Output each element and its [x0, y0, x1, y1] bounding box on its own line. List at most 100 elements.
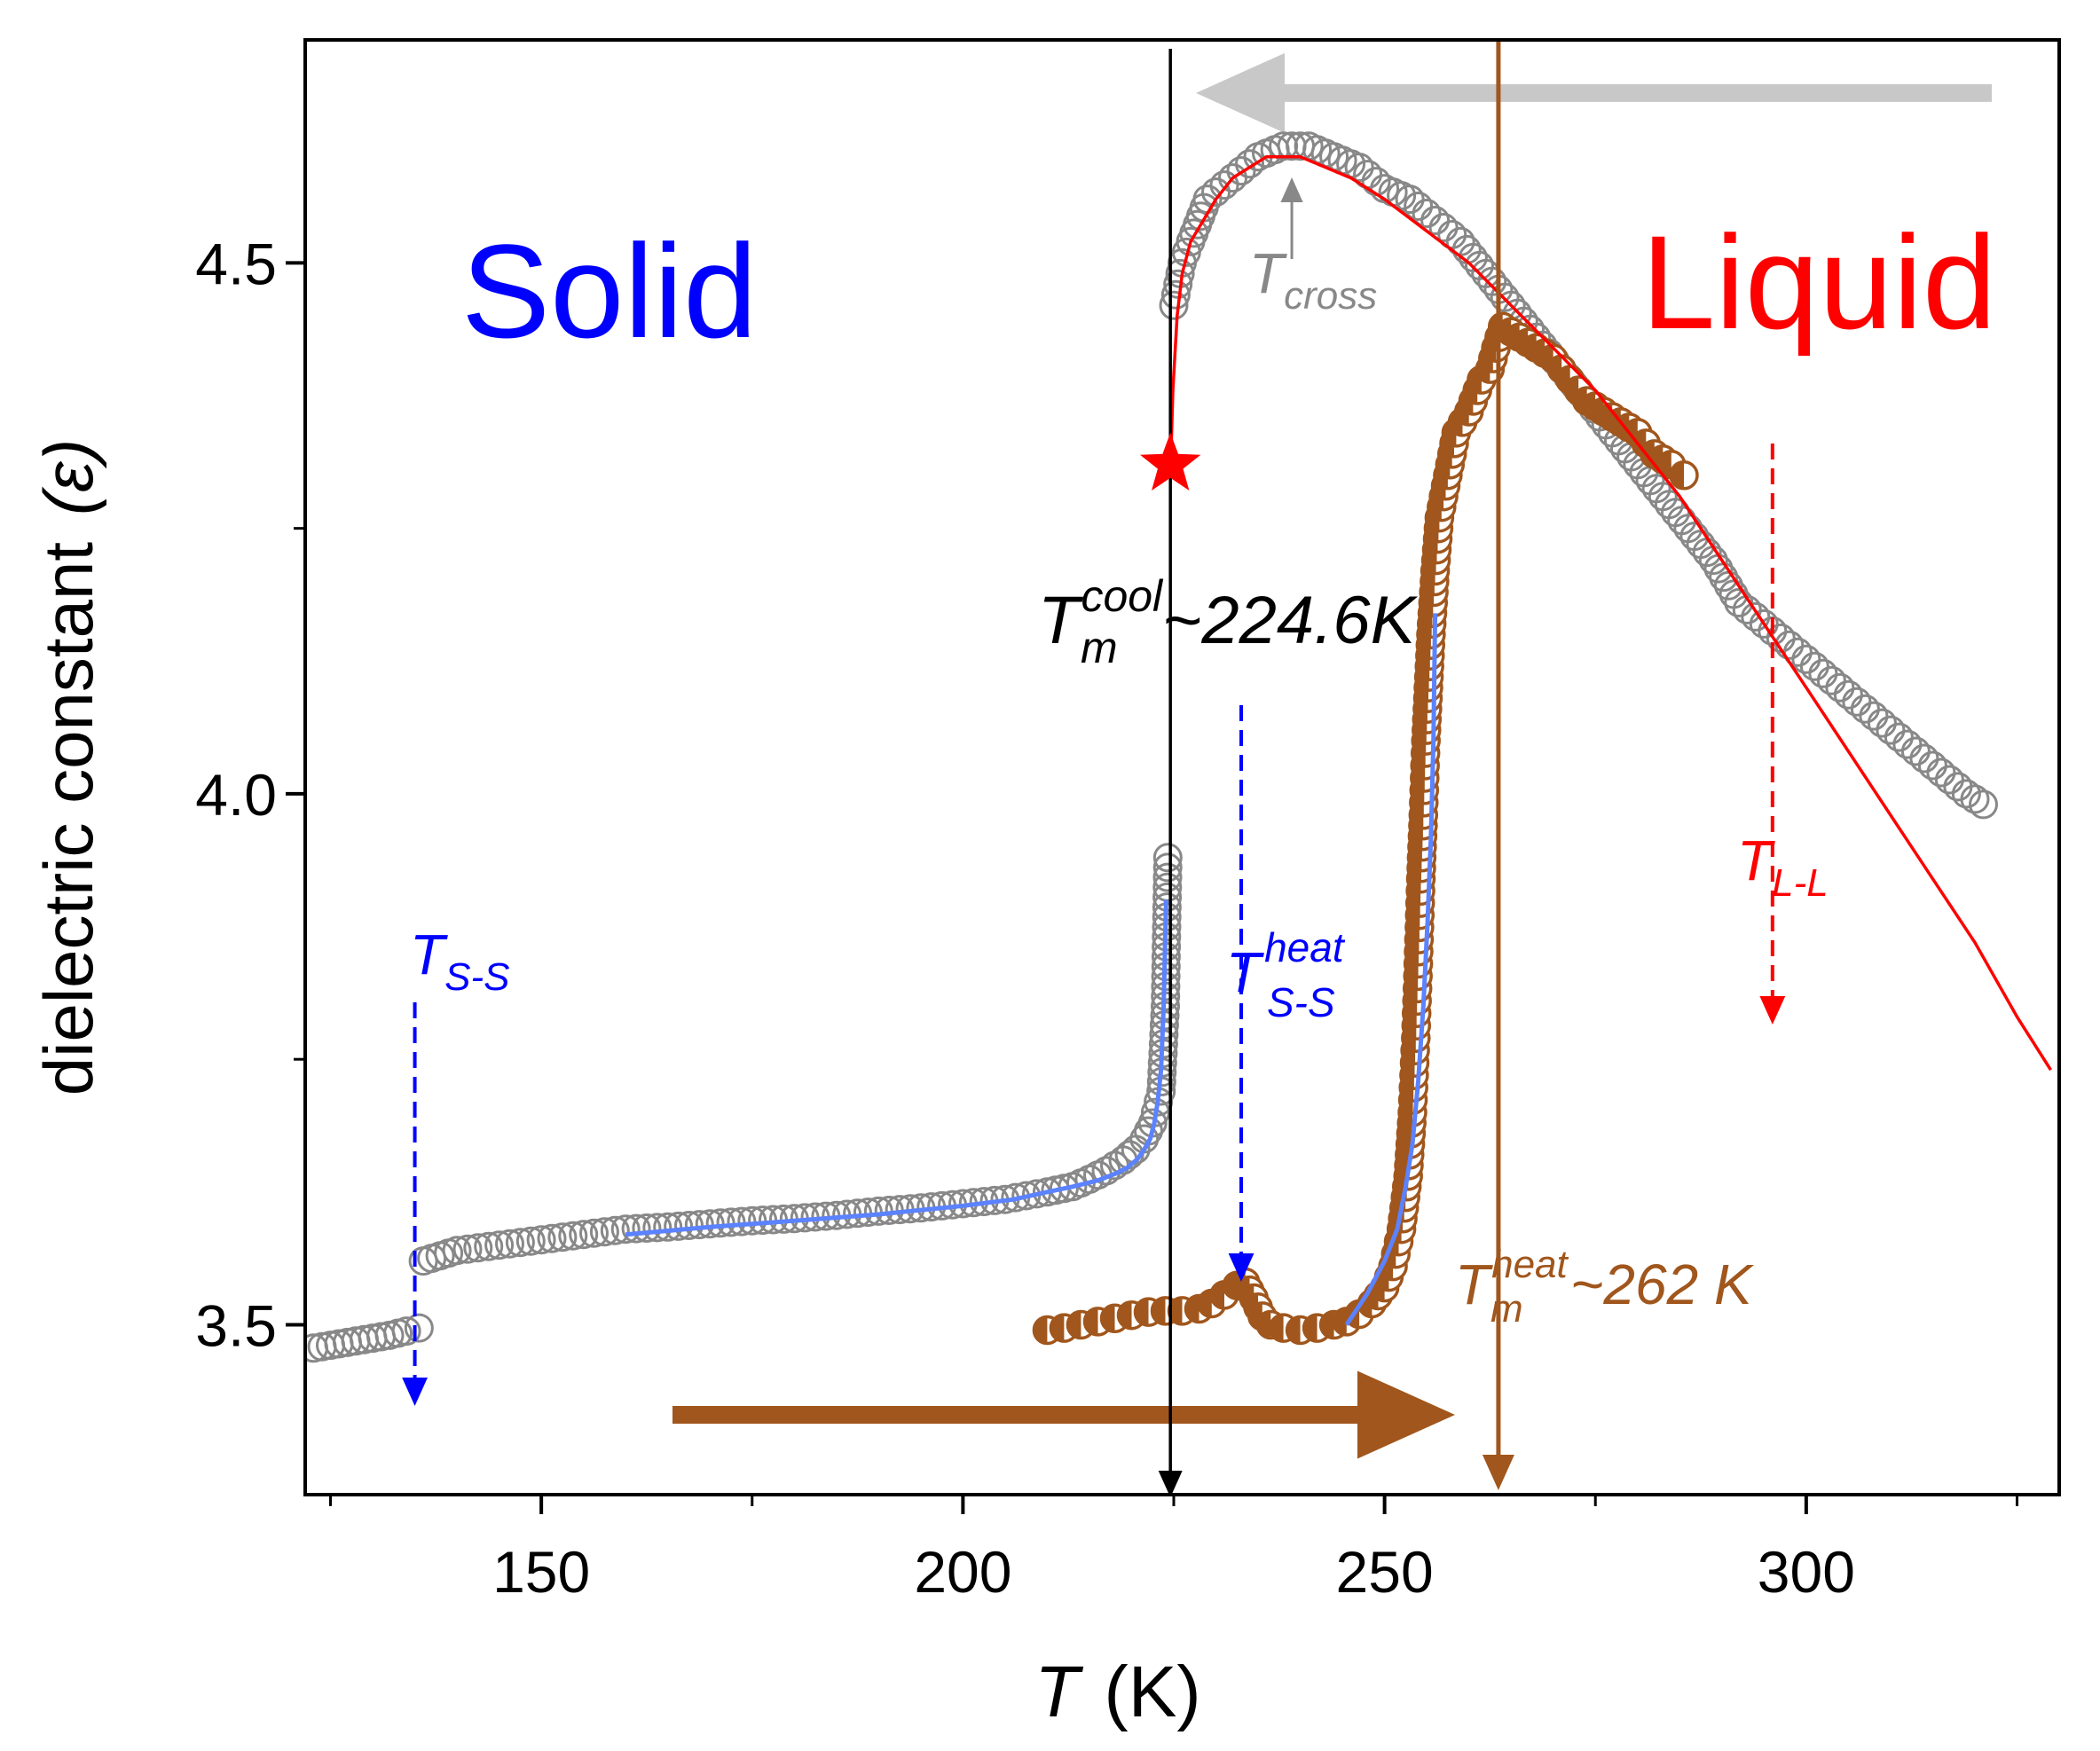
cooling-point — [579, 1218, 609, 1248]
tm-cool-sub: m — [1081, 623, 1118, 672]
heating-point-fill — [1303, 1315, 1317, 1342]
cooling-point — [558, 1221, 588, 1251]
cooling-point — [391, 1316, 421, 1347]
t-ss-sub: S-S — [444, 955, 509, 999]
t-cross-label: Tcross — [1249, 241, 1377, 318]
cooling-point — [589, 1217, 619, 1247]
y-axis-symbol: (ε) — [29, 439, 107, 515]
heating-point-fill — [1286, 1316, 1301, 1344]
heating-point-fill — [1333, 1307, 1347, 1335]
t-cross-arrowhead — [1280, 177, 1303, 202]
t-ss-label: TS-S — [410, 923, 509, 999]
guide-lines — [402, 40, 1786, 1495]
t-cross-sub: cross — [1284, 274, 1377, 318]
heating-process-arrowhead — [1357, 1370, 1455, 1459]
tm-cool-sup: cool — [1081, 571, 1164, 621]
y-axis-title: dielectric constant (ε) — [29, 439, 107, 1096]
cooling-point — [1235, 149, 1264, 179]
tm-heat-value: ~262 K — [1570, 1252, 1755, 1316]
tm-heat-arrowhead — [1482, 1455, 1514, 1490]
cooling-point — [505, 1228, 535, 1258]
t-ss-heat-main: T — [1226, 940, 1264, 1004]
cooling-point — [1152, 843, 1183, 873]
x-axis-title: T (K) — [1034, 1652, 1200, 1732]
y-tick-label: 4.0 — [195, 762, 277, 828]
tm-heat-sup: heat — [1491, 1243, 1569, 1286]
x-tick-label: 150 — [492, 1539, 590, 1605]
t-ll-label: TL-L — [1737, 828, 1829, 905]
heating-point-fill — [1034, 1316, 1048, 1344]
cooling-point — [569, 1220, 599, 1250]
cooling-point — [1960, 784, 1990, 814]
cooling-point — [664, 1211, 694, 1241]
heating-point-fill — [1084, 1307, 1098, 1335]
heating-point-fill — [1198, 1290, 1212, 1317]
t-ss-heat-sup: heat — [1264, 924, 1346, 970]
cooling-point — [404, 1313, 434, 1343]
cooling-point — [610, 1214, 641, 1245]
heating-point-fill — [1067, 1311, 1081, 1339]
cooling-point — [674, 1211, 704, 1240]
plot-frame — [303, 38, 2061, 1496]
t-ss-arrow-arrowhead — [402, 1378, 428, 1406]
fit-solid-heating-line — [1344, 613, 1438, 1326]
cooling-point — [484, 1230, 515, 1260]
t-ss-heat-arrow-arrowhead — [1228, 1253, 1254, 1282]
y-axis-label: dielectric constant — [29, 542, 107, 1096]
cooling-point — [1159, 290, 1189, 320]
cooling-point — [1969, 789, 1998, 820]
x-axis-symbol: T — [1034, 1652, 1083, 1732]
heating-point-fill — [1135, 1299, 1149, 1326]
cooling-point — [653, 1212, 683, 1242]
cooling-point — [1951, 779, 1981, 809]
x-tick-label: 250 — [1336, 1539, 1434, 1605]
cooling-point — [1774, 630, 1805, 660]
heating-point-fill — [1168, 1297, 1183, 1324]
cooling-point — [1160, 279, 1191, 310]
cooling-point — [442, 1236, 472, 1266]
cooling-point — [537, 1223, 567, 1253]
tm-heat-sub: m — [1490, 1287, 1523, 1331]
fit-curves — [625, 154, 2052, 1326]
heating-point-fill — [1152, 1297, 1166, 1324]
heating-point-fill — [1671, 461, 1684, 489]
cooling-point — [526, 1225, 556, 1255]
cooling-point — [632, 1213, 662, 1243]
t-ss-heat-label: Theat S-S — [1226, 924, 1346, 1025]
tm-heat-label: Theat m ~262 K — [1455, 1243, 1755, 1331]
cooling-point — [463, 1233, 493, 1263]
fit-solid-cooling-line — [625, 899, 1168, 1237]
cooling-point — [495, 1229, 524, 1259]
t-cross-main: T — [1249, 241, 1287, 305]
tm-cool-value: ~224.6K — [1162, 583, 1419, 658]
cooling-process-arrowhead — [1196, 52, 1285, 133]
tm-cool-main: T — [1038, 583, 1083, 658]
heating-point-fill — [1118, 1301, 1132, 1329]
heating-point-fill — [1270, 1315, 1284, 1342]
process-arrows — [672, 52, 1992, 1459]
liquid-label: Liquid — [1641, 208, 1996, 357]
t-ll-sub: L-L — [1772, 861, 1829, 905]
heating-point-fill — [1211, 1281, 1224, 1308]
y-tick-label: 4.5 — [195, 231, 277, 296]
star-marker — [1140, 432, 1201, 491]
tm-heat-main: T — [1455, 1252, 1493, 1316]
cooling-point — [1437, 220, 1467, 249]
axes: 150 200 250 300 3.5 4.0 4.5 — [195, 231, 2018, 1605]
fit-liquid-line — [1168, 154, 2052, 1072]
heating-point-fill — [1320, 1311, 1334, 1339]
cooling-point — [621, 1213, 651, 1244]
tm-cool-label: Tcool m ~224.6K — [1038, 571, 1419, 672]
cooling-point — [1420, 206, 1451, 235]
t-ll-main: T — [1737, 828, 1775, 892]
x-tick-label: 300 — [1758, 1539, 1855, 1605]
t-ll-arrow-arrowhead — [1759, 996, 1786, 1025]
cooling-point — [515, 1226, 546, 1256]
tm-cool-arrowhead — [1158, 1471, 1183, 1495]
cooling-point — [1022, 1179, 1051, 1209]
y-tick-label: 3.5 — [195, 1292, 277, 1358]
cooling-point — [600, 1215, 630, 1245]
t-ss-main: T — [410, 923, 448, 986]
cooling-point — [474, 1231, 504, 1261]
